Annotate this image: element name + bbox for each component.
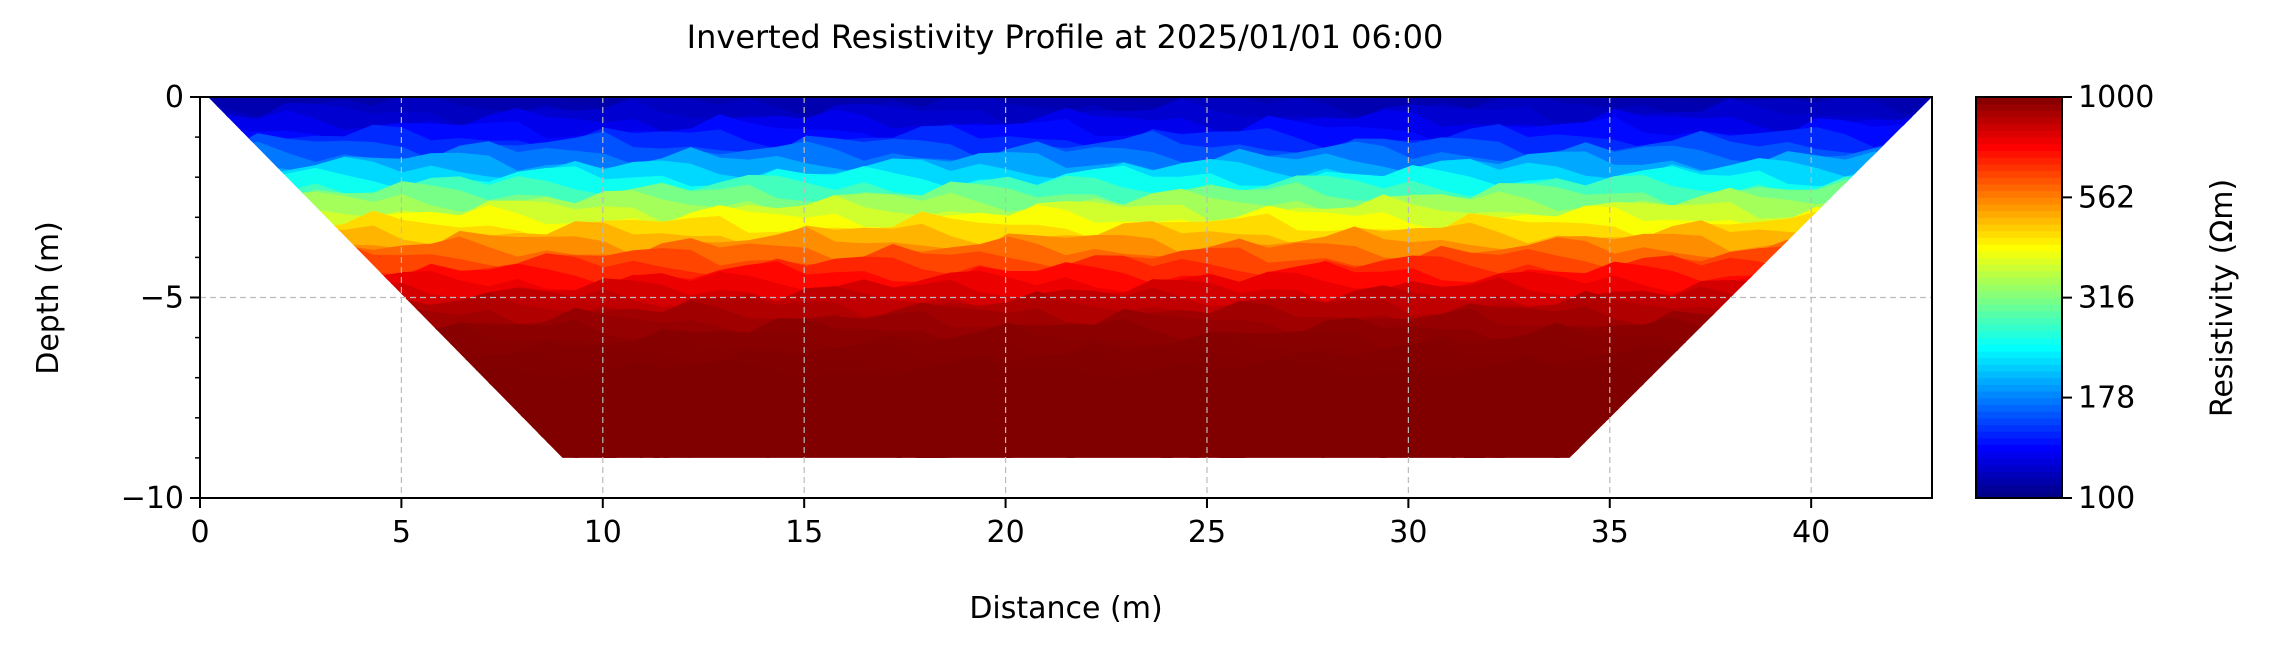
- colorbar-step: [1976, 143, 2062, 152]
- colorbar-step: [1976, 431, 2062, 439]
- colorbar-step: [1976, 417, 2062, 426]
- colorbar-step: [1976, 110, 2062, 118]
- colorbar-step: [1976, 297, 2062, 305]
- colorbar-tick-label: 562: [2078, 180, 2135, 215]
- colorbar-step: [1976, 223, 2062, 232]
- grid-lines: [200, 97, 1932, 498]
- colorbar-step: [1976, 444, 2062, 452]
- x-tick-label: 5: [392, 515, 411, 550]
- colorbar-step: [1976, 284, 2062, 292]
- colorbar-tick-label: 316: [2078, 281, 2135, 316]
- colorbar-step: [1976, 424, 2062, 432]
- colorbar-step: [1976, 317, 2062, 325]
- colorbar-step: [1976, 337, 2062, 345]
- colorbar-step: [1976, 457, 2062, 466]
- colorbar-step: [1976, 270, 2062, 279]
- colorbar-step: [1976, 491, 2062, 499]
- plot-area: 0 5 10 15 20 25 30 35 40 0 −5 −10: [121, 80, 1933, 550]
- colorbar-step: [1976, 411, 2062, 419]
- colorbar-step: [1976, 177, 2062, 185]
- y-tick-label: −10: [121, 481, 184, 516]
- colorbar-step: [1976, 230, 2062, 238]
- colorbar-step: [1976, 163, 2062, 172]
- colorbar-ticks: 1000 562 316 178 100: [2062, 80, 2154, 516]
- colorbar-step: [1976, 97, 2062, 105]
- colorbar-step: [1976, 350, 2062, 359]
- colorbar-step: [1976, 130, 2062, 138]
- colorbar: 1000 562 316 178 100 Resistivity (Ωm): [1975, 80, 2240, 516]
- resistivity-section: [208, 97, 1933, 458]
- colorbar-step: [1976, 183, 2062, 192]
- y-tick-label: −5: [140, 281, 184, 316]
- colorbar-step: [1976, 150, 2062, 158]
- colorbar-step: [1976, 384, 2062, 392]
- colorbar-step: [1976, 217, 2062, 225]
- x-tick-label: 40: [1792, 515, 1830, 550]
- x-axis-label: Distance (m): [969, 591, 1162, 626]
- colorbar-step: [1976, 364, 2062, 372]
- colorbar-step: [1976, 377, 2062, 385]
- colorbar-step: [1976, 484, 2062, 492]
- colorbar-step: [1976, 123, 2062, 132]
- colorbar-step: [1976, 404, 2062, 412]
- x-tick-label: 10: [584, 515, 622, 550]
- colorbar-step: [1976, 197, 2062, 205]
- colorbar-step: [1976, 237, 2062, 245]
- colorbar-step: [1976, 170, 2062, 178]
- resistivity-band: [208, 444, 1933, 458]
- y-axis-label: Depth (m): [31, 221, 66, 375]
- colorbar-step: [1976, 344, 2062, 352]
- colorbar-step: [1976, 304, 2062, 312]
- colorbar-step: [1976, 277, 2062, 285]
- colorbar-step: [1976, 244, 2062, 252]
- colorbar-step: [1976, 357, 2062, 365]
- x-tick-label: 15: [785, 515, 823, 550]
- colorbar-step: [1976, 137, 2062, 145]
- y-axis-ticks: 0 −5 −10: [121, 80, 200, 516]
- colorbar-tick-label: 1000: [2078, 80, 2154, 115]
- colorbar-step: [1976, 464, 2062, 472]
- colorbar-step: [1976, 117, 2062, 125]
- x-tick-label: 25: [1188, 515, 1226, 550]
- x-tick-label: 20: [986, 515, 1024, 550]
- x-tick-label: 30: [1389, 515, 1427, 550]
- colorbar-step: [1976, 250, 2062, 258]
- colorbar-step: [1976, 391, 2062, 399]
- colorbar-step: [1976, 471, 2062, 479]
- colorbar-steps: [1976, 97, 2062, 499]
- colorbar-step: [1976, 477, 2062, 486]
- colorbar-tick-label: 100: [2078, 481, 2135, 516]
- colorbar-step: [1976, 157, 2062, 165]
- x-tick-label: 0: [190, 515, 209, 550]
- colorbar-step: [1976, 324, 2062, 332]
- x-tick-label: 35: [1591, 515, 1629, 550]
- colorbar-step: [1976, 451, 2062, 459]
- colorbar-step: [1976, 190, 2062, 198]
- colorbar-step: [1976, 203, 2062, 212]
- colorbar-step: [1976, 264, 2062, 272]
- colorbar-step: [1976, 103, 2062, 111]
- x-axis-ticks: 0 5 10 15 20 25 30 35 40: [190, 498, 1830, 550]
- colorbar-label: Resistivity (Ωm): [2205, 179, 2240, 417]
- y-tick-label: 0: [165, 80, 184, 115]
- colorbar-step: [1976, 257, 2062, 265]
- colorbar-step: [1976, 330, 2062, 339]
- colorbar-step: [1976, 371, 2062, 379]
- chart-title: Inverted Resistivity Profile at 2025/01/…: [687, 18, 1444, 56]
- colorbar-step: [1976, 397, 2062, 406]
- colorbar-tick-label: 178: [2078, 381, 2135, 416]
- colorbar-step: [1976, 437, 2062, 446]
- colorbar-step: [1976, 310, 2062, 319]
- colorbar-step: [1976, 210, 2062, 218]
- colorbar-step: [1976, 290, 2062, 299]
